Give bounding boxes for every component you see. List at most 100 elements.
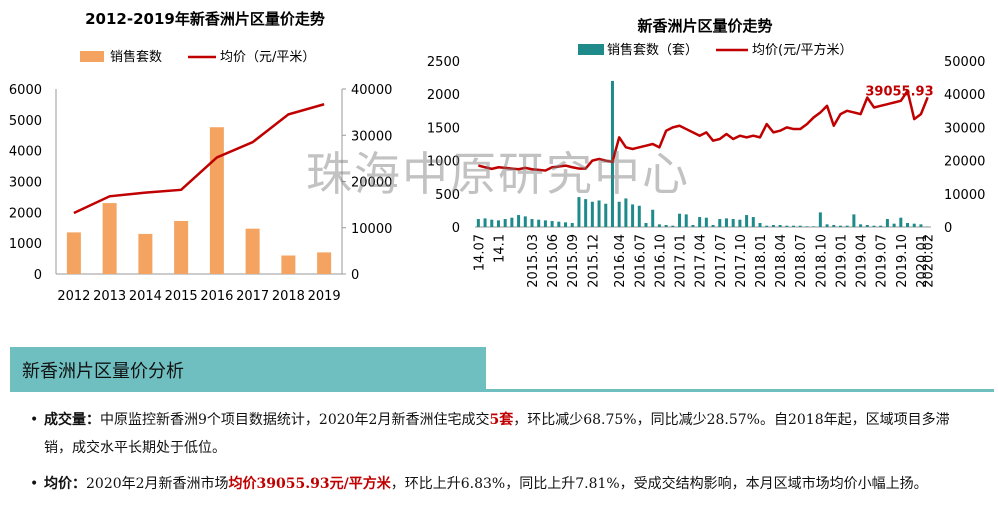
volume-paragraph: • 成交量：中原监控新香洲9个项目数据统计，2020年2月新香洲住宅成交5套，环… <box>30 406 970 462</box>
volume-bar <box>798 225 802 227</box>
y-left-tick-label: 1000 <box>427 155 460 170</box>
x-tick-label: 2015.06 <box>546 234 561 288</box>
volume-bar <box>664 225 668 227</box>
volume-bar <box>543 220 547 227</box>
x-tick-label: 2016.07 <box>633 234 648 288</box>
x-tick-label: 2016.04 <box>613 234 628 288</box>
volume-highlight: 5套 <box>489 412 514 428</box>
price-line <box>73 103 325 215</box>
bar-2016 <box>209 127 224 274</box>
volume-bar <box>537 219 541 227</box>
x-tick-label: 2012 <box>57 289 90 304</box>
volume-bar <box>617 201 621 227</box>
y-left-tick-label: 4000 <box>9 145 42 160</box>
volume-bar <box>838 225 842 227</box>
volume-bar <box>872 225 876 227</box>
volume-bar <box>624 198 628 227</box>
y-right-tick-label: 40000 <box>944 88 985 103</box>
x-tick-label: 2017.10 <box>734 234 749 288</box>
volume-bar <box>738 219 742 227</box>
x-tick-label: 2015.09 <box>566 234 581 288</box>
legend-line-label: 均价(元/平方米） <box>752 42 852 58</box>
volume-bar <box>892 223 896 227</box>
volume-bar <box>671 225 675 227</box>
price-text-1: 2020年2月新香洲市场 <box>86 476 229 492</box>
x-tick-label: 2018.01 <box>754 234 769 288</box>
section-banner <box>10 347 486 389</box>
volume-bar <box>691 225 695 227</box>
y-left-tick-label: 5000 <box>9 114 42 129</box>
volume-bar <box>778 225 782 227</box>
chart2-title: 新香洲片区量价走势 <box>637 17 772 35</box>
volume-bar <box>678 213 682 227</box>
volume-bar <box>476 219 480 227</box>
volume-bar <box>899 217 903 227</box>
bar-2013 <box>102 203 117 274</box>
x-tick-label: 2019.07 <box>875 234 890 288</box>
volume-bar <box>651 209 655 227</box>
y-left-tick-label: 2500 <box>427 55 460 70</box>
y-right-tick-label: 10000 <box>944 188 985 203</box>
bar-2017 <box>245 228 260 274</box>
volume-bar <box>704 217 708 227</box>
x-tick-label: 2016 <box>200 289 233 304</box>
volume-bar <box>584 199 588 227</box>
x-tick-label: 2017.07 <box>714 234 729 288</box>
x-tick-label: 2013 <box>93 289 126 304</box>
volume-bar <box>745 215 749 227</box>
volume-bar <box>885 219 889 227</box>
volume-bar <box>564 222 568 227</box>
latest-price-label: 39055.93 <box>865 84 933 99</box>
y-right-tick-label: 20000 <box>944 155 985 170</box>
volume-bar <box>610 80 614 227</box>
volume-bar <box>718 219 722 227</box>
bar-2012 <box>66 232 81 274</box>
volume-bar <box>570 223 574 227</box>
y-left-tick-label: 500 <box>435 188 460 203</box>
y-left-tick-label: 2000 <box>427 88 460 103</box>
x-tick-label: 2020.01 <box>915 234 930 288</box>
volume-bar <box>698 217 702 227</box>
y-right-tick-label: 20000 <box>351 176 392 191</box>
volume-bar <box>577 197 581 227</box>
volume-text-1: 中原监控新香洲9个项目数据统计，2020年2月新香洲住宅成交 <box>100 412 490 428</box>
volume-text-2: ，环比减少68.75%，同比减少28.57%。自2018年起，区域项目多滞销，成… <box>44 412 950 456</box>
y-right-tick-label: 30000 <box>351 129 392 144</box>
legend-bar-swatch <box>578 44 604 55</box>
bar-2015 <box>174 220 189 274</box>
volume-bar <box>812 226 816 227</box>
volume-bar <box>724 218 728 227</box>
legend-bar-label: 销售套数（套） <box>607 42 698 58</box>
section-title: 新香洲片区量价分析 <box>22 361 184 382</box>
volume-bar <box>865 225 869 227</box>
volume-bar <box>805 226 809 227</box>
volume-bar <box>496 220 500 227</box>
volume-bar <box>765 225 769 227</box>
x-tick-label: 2020.02 <box>922 234 937 288</box>
volume-bar <box>758 223 762 227</box>
legend-bar-swatch <box>80 51 104 62</box>
volume-bar <box>832 225 836 227</box>
volume-bar <box>597 200 601 227</box>
x-tick-label: 14.1 <box>492 234 507 263</box>
y-left-tick-label: 1500 <box>427 121 460 136</box>
x-tick-label: 2017.04 <box>694 234 709 288</box>
price-label: 均价： <box>44 476 86 492</box>
volume-bar <box>731 219 735 227</box>
x-tick-label: 2017 <box>236 289 269 304</box>
y-right-tick-label: 10000 <box>351 222 392 237</box>
volume-bar <box>530 219 534 227</box>
x-tick-label: 2018.10 <box>814 234 829 288</box>
volume-bar <box>604 203 608 227</box>
volume-bar <box>523 216 527 227</box>
y-right-tick-label: 0 <box>351 268 359 283</box>
bar-2018 <box>281 255 296 274</box>
y-left-tick-label: 0 <box>452 221 460 236</box>
volume-bar <box>845 225 849 227</box>
volume-bar <box>711 225 715 227</box>
volume-label: 成交量： <box>44 412 100 428</box>
price-line <box>478 89 929 172</box>
volume-bar <box>818 212 822 227</box>
volume-bar <box>483 218 487 227</box>
